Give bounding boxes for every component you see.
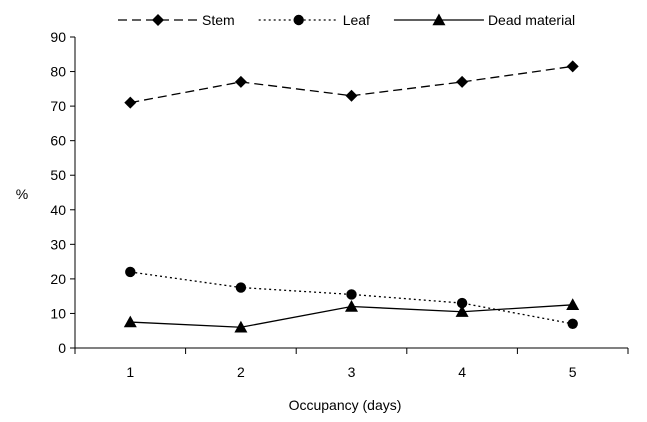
legend-label: Stem: [202, 12, 235, 28]
axes: [74, 37, 628, 349]
x-tick-label: 2: [237, 364, 245, 380]
legend-item: Dead material: [393, 12, 575, 28]
legend-item: Stem: [118, 12, 235, 28]
data-point: [567, 318, 578, 330]
legend-label: Leaf: [343, 12, 370, 28]
data-point: [566, 60, 579, 73]
legend-marker: [152, 14, 164, 26]
x-tick-label: 1: [126, 364, 134, 380]
y-tick-label: 10: [50, 305, 66, 321]
data-point: [346, 289, 357, 300]
legend-label: Dead material: [488, 12, 575, 28]
series-layer: [123, 60, 580, 333]
x-axis-label: Occupancy (days): [289, 397, 402, 413]
y-tick-label: 30: [50, 236, 66, 252]
data-point: [345, 300, 358, 312]
data-point: [455, 305, 469, 317]
x-tick-label: 5: [569, 364, 577, 380]
data-point: [234, 320, 248, 333]
x-ticks: 1 2 3 4 5: [74, 348, 629, 380]
data-point: [125, 266, 136, 278]
y-ticks: 0 10 20 30 40 50 60 70 80 90: [50, 29, 75, 356]
y-tick-label: 70: [50, 98, 66, 114]
y-tick-label: 20: [50, 271, 66, 287]
series-stem: [124, 60, 579, 109]
y-tick-label: 40: [50, 202, 66, 218]
series-dead-material: [123, 298, 580, 333]
legend-marker: [293, 14, 304, 26]
y-axis-label: %: [16, 186, 28, 202]
series-leaf: [125, 266, 578, 330]
data-point: [124, 96, 137, 109]
legend: Stem Leaf Dead material: [118, 12, 575, 28]
y-tick-label: 90: [50, 29, 66, 45]
data-point: [345, 89, 358, 102]
data-point: [123, 315, 137, 328]
data-point: [234, 75, 247, 88]
series-line: [130, 65, 573, 104]
y-tick-label: 80: [50, 64, 66, 80]
legend-marker: [432, 13, 446, 26]
y-tick-label: 50: [50, 167, 66, 183]
data-point: [235, 282, 247, 293]
data-point: [456, 75, 469, 88]
y-tick-label: 0: [58, 340, 66, 356]
x-tick-label: 4: [458, 364, 466, 380]
data-point: [566, 298, 580, 311]
data-point: [456, 297, 468, 309]
x-tick-label: 3: [348, 364, 356, 380]
legend-item: Leaf: [258, 12, 370, 28]
y-tick-label: 60: [50, 133, 66, 149]
